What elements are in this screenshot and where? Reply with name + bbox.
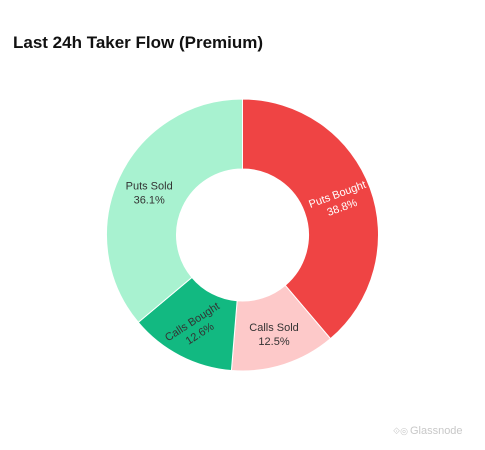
slice-puts-bought: [242, 98, 379, 340]
watermark: ⟐◎ Glassnode: [393, 425, 463, 437]
watermark-text: Glassnode: [409, 425, 463, 437]
chart-title: Last 24h Taker Flow (Premium): [13, 33, 264, 52]
glassnode-logo-icon: ⟐◎: [393, 425, 408, 436]
slice-category-label: Calls Sold: [249, 322, 299, 334]
slice-label-calls-sold: Calls Sold 12.5%: [249, 322, 299, 348]
slice-puts-sold: [106, 98, 243, 324]
slice-value-label: 36.1%: [134, 194, 165, 206]
slice-value-label: 12.5%: [258, 336, 289, 348]
slice-category-label: Puts Sold: [126, 180, 173, 192]
slice-label-puts-sold: Puts Sold 36.1%: [126, 180, 173, 206]
